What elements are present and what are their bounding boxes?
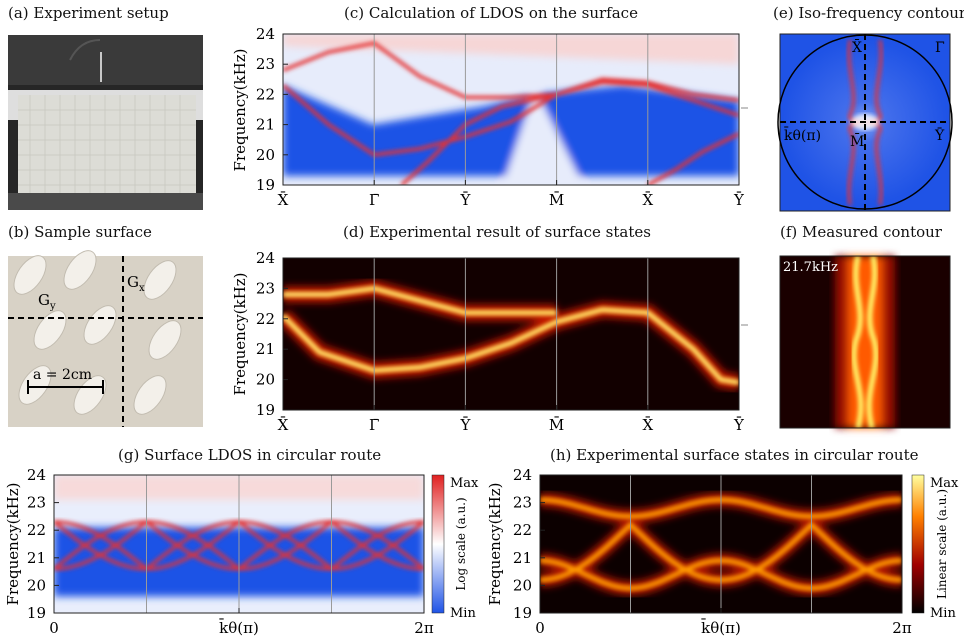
chart-d: 19 20 21 22 23 24 X̄ Γ̄ Ȳ M̄ X̄ Ȳ Frequency(kHz) [231,249,745,434]
c-band-3 [646,132,739,185]
colorbar-h-label: Linear scale (a.u.) [935,489,949,599]
xtick-label-c-0: X̄ [278,191,289,209]
ytick-label-h-4: 23 [513,494,532,512]
xtick-label-d-5: Ȳ [733,416,745,434]
ytick-label-g-0: 19 [27,604,46,622]
experiment-setup-photo [8,35,203,210]
ytick-label-g-2: 21 [27,549,46,567]
c-gap-region [503,88,583,185]
ytick-label-c-5: 24 [256,25,275,43]
colorbar-h-min: Min [930,606,956,621]
d-band-core-1 [283,287,557,314]
ytick-label-h-1: 20 [513,576,532,594]
chart-f: 21.7kHz [779,255,951,429]
xtick-label-g-1: k̄θ(π) [219,619,259,637]
c-upper-region [283,34,739,65]
xtick-label-d-1: Γ̄ [369,416,379,434]
ytick-label-d-5: 24 [256,249,275,267]
e-m-label: M̄ [850,132,864,150]
panel-g-title: (g) Surface LDOS in circular route [118,446,382,464]
ytick-label-c-3: 22 [256,85,275,103]
panel-h-title: (h) Experimental surface states in circu… [550,446,919,464]
ytick-label-g-4: 23 [27,494,46,512]
panel-e-title: (e) Iso-frequency contour [773,4,964,22]
chart-c: 19 20 21 22 23 24 X̄ Γ̄ Ȳ M̄ X̄ Ȳ Frequency(kHz) [231,25,745,209]
scale-bar-label: a = 2cm [33,367,92,383]
xtick-label-g-2: 2π [414,619,434,637]
ytick-label-g-5: 24 [27,466,46,484]
c-band-0 [283,80,739,157]
panel-f-title: (f) Measured contour [780,223,942,241]
ytick-label-d-3: 22 [256,310,275,328]
ytick-label-d-0: 19 [256,401,275,419]
chart-d-ylabel: Frequency(kHz) [231,273,249,396]
ytick-label-g-3: 22 [27,521,46,539]
colorbar-g-min: Min [450,606,476,621]
chart-g-ylabel: Frequency(kHz) [4,483,22,606]
gx-label: Gx [127,273,145,294]
xtick-label-h-0: 0 [535,619,545,637]
xtick-label-h-1: k̄θ(π) [701,619,741,637]
panel-d-title: (d) Experimental result of surface state… [343,223,651,241]
ytick-label-c-2: 21 [256,116,275,134]
xtick-label-h-2: 2π [892,619,912,637]
colorbar-g [431,474,445,614]
panel-a-title: (a) Experiment setup [8,4,169,22]
colorbar-h [911,474,925,614]
chart-h: 19 20 21 22 23 24 0 k̄θ(π) 2π Frequency(kHz) Max… [486,466,959,637]
e-gamma-label: Γ̄ [935,40,945,56]
gy-label: Gy [38,291,56,312]
xtick-label-d-3: M̄ [549,416,564,434]
ytick-label-d-1: 20 [256,371,275,389]
ytick-label-h-0: 19 [513,604,532,622]
xtick-label-c-4: X̄ [642,191,653,209]
xtick-label-g-0: 0 [49,619,59,637]
xtick-label-c-1: Γ̄ [369,191,379,209]
xtick-label-d-0: X̄ [278,416,289,434]
chart-h-ylabel: Frequency(kHz) [486,483,504,606]
xtick-label-c-2: Ȳ [459,191,471,209]
chart-c-ylabel: Frequency(kHz) [231,49,249,172]
e-k-label: k̄θ(π) [784,126,821,144]
xtick-label-d-2: Ȳ [459,416,471,434]
ytick-label-d-4: 23 [256,279,275,297]
ytick-label-c-1: 20 [256,146,275,164]
panel-c-title: (c) Calculation of LDOS on the surface [344,4,638,22]
chart-e: X̄ Γ̄ Ȳ M̄ k̄θ(π) [777,33,953,212]
ytick-label-g-1: 20 [27,576,46,594]
colorbar-g-label: Log scale (a.u.) [454,497,468,590]
sample-surface-photo: Gy Gx a = 2cm [8,250,203,427]
ytick-label-d-2: 21 [256,340,275,358]
chart-g: 19 20 21 22 23 24 0 k̄θ(π) 2π Frequency(kHz) Max… [4,466,479,637]
ytick-label-h-2: 21 [513,549,532,567]
e-x-label: X̄ [852,38,862,56]
ytick-label-h-3: 22 [513,521,532,539]
ytick-label-c-4: 23 [256,55,275,73]
xtick-label-c-3: M̄ [549,191,564,209]
xtick-label-c-5: Ȳ [733,191,745,209]
ytick-label-c-0: 19 [256,176,275,194]
d-band-core-0 [283,308,739,384]
ytick-label-h-5: 24 [513,466,532,484]
colorbar-g-max: Max [450,476,479,491]
colorbar-h-max: Max [930,476,959,491]
f-freq-label: 21.7kHz [783,260,838,275]
c-band-1 [283,41,739,103]
xtick-label-d-4: X̄ [642,416,653,434]
e-y-label: Ȳ [934,126,945,144]
panel-b-title: (b) Sample surface [8,223,152,241]
